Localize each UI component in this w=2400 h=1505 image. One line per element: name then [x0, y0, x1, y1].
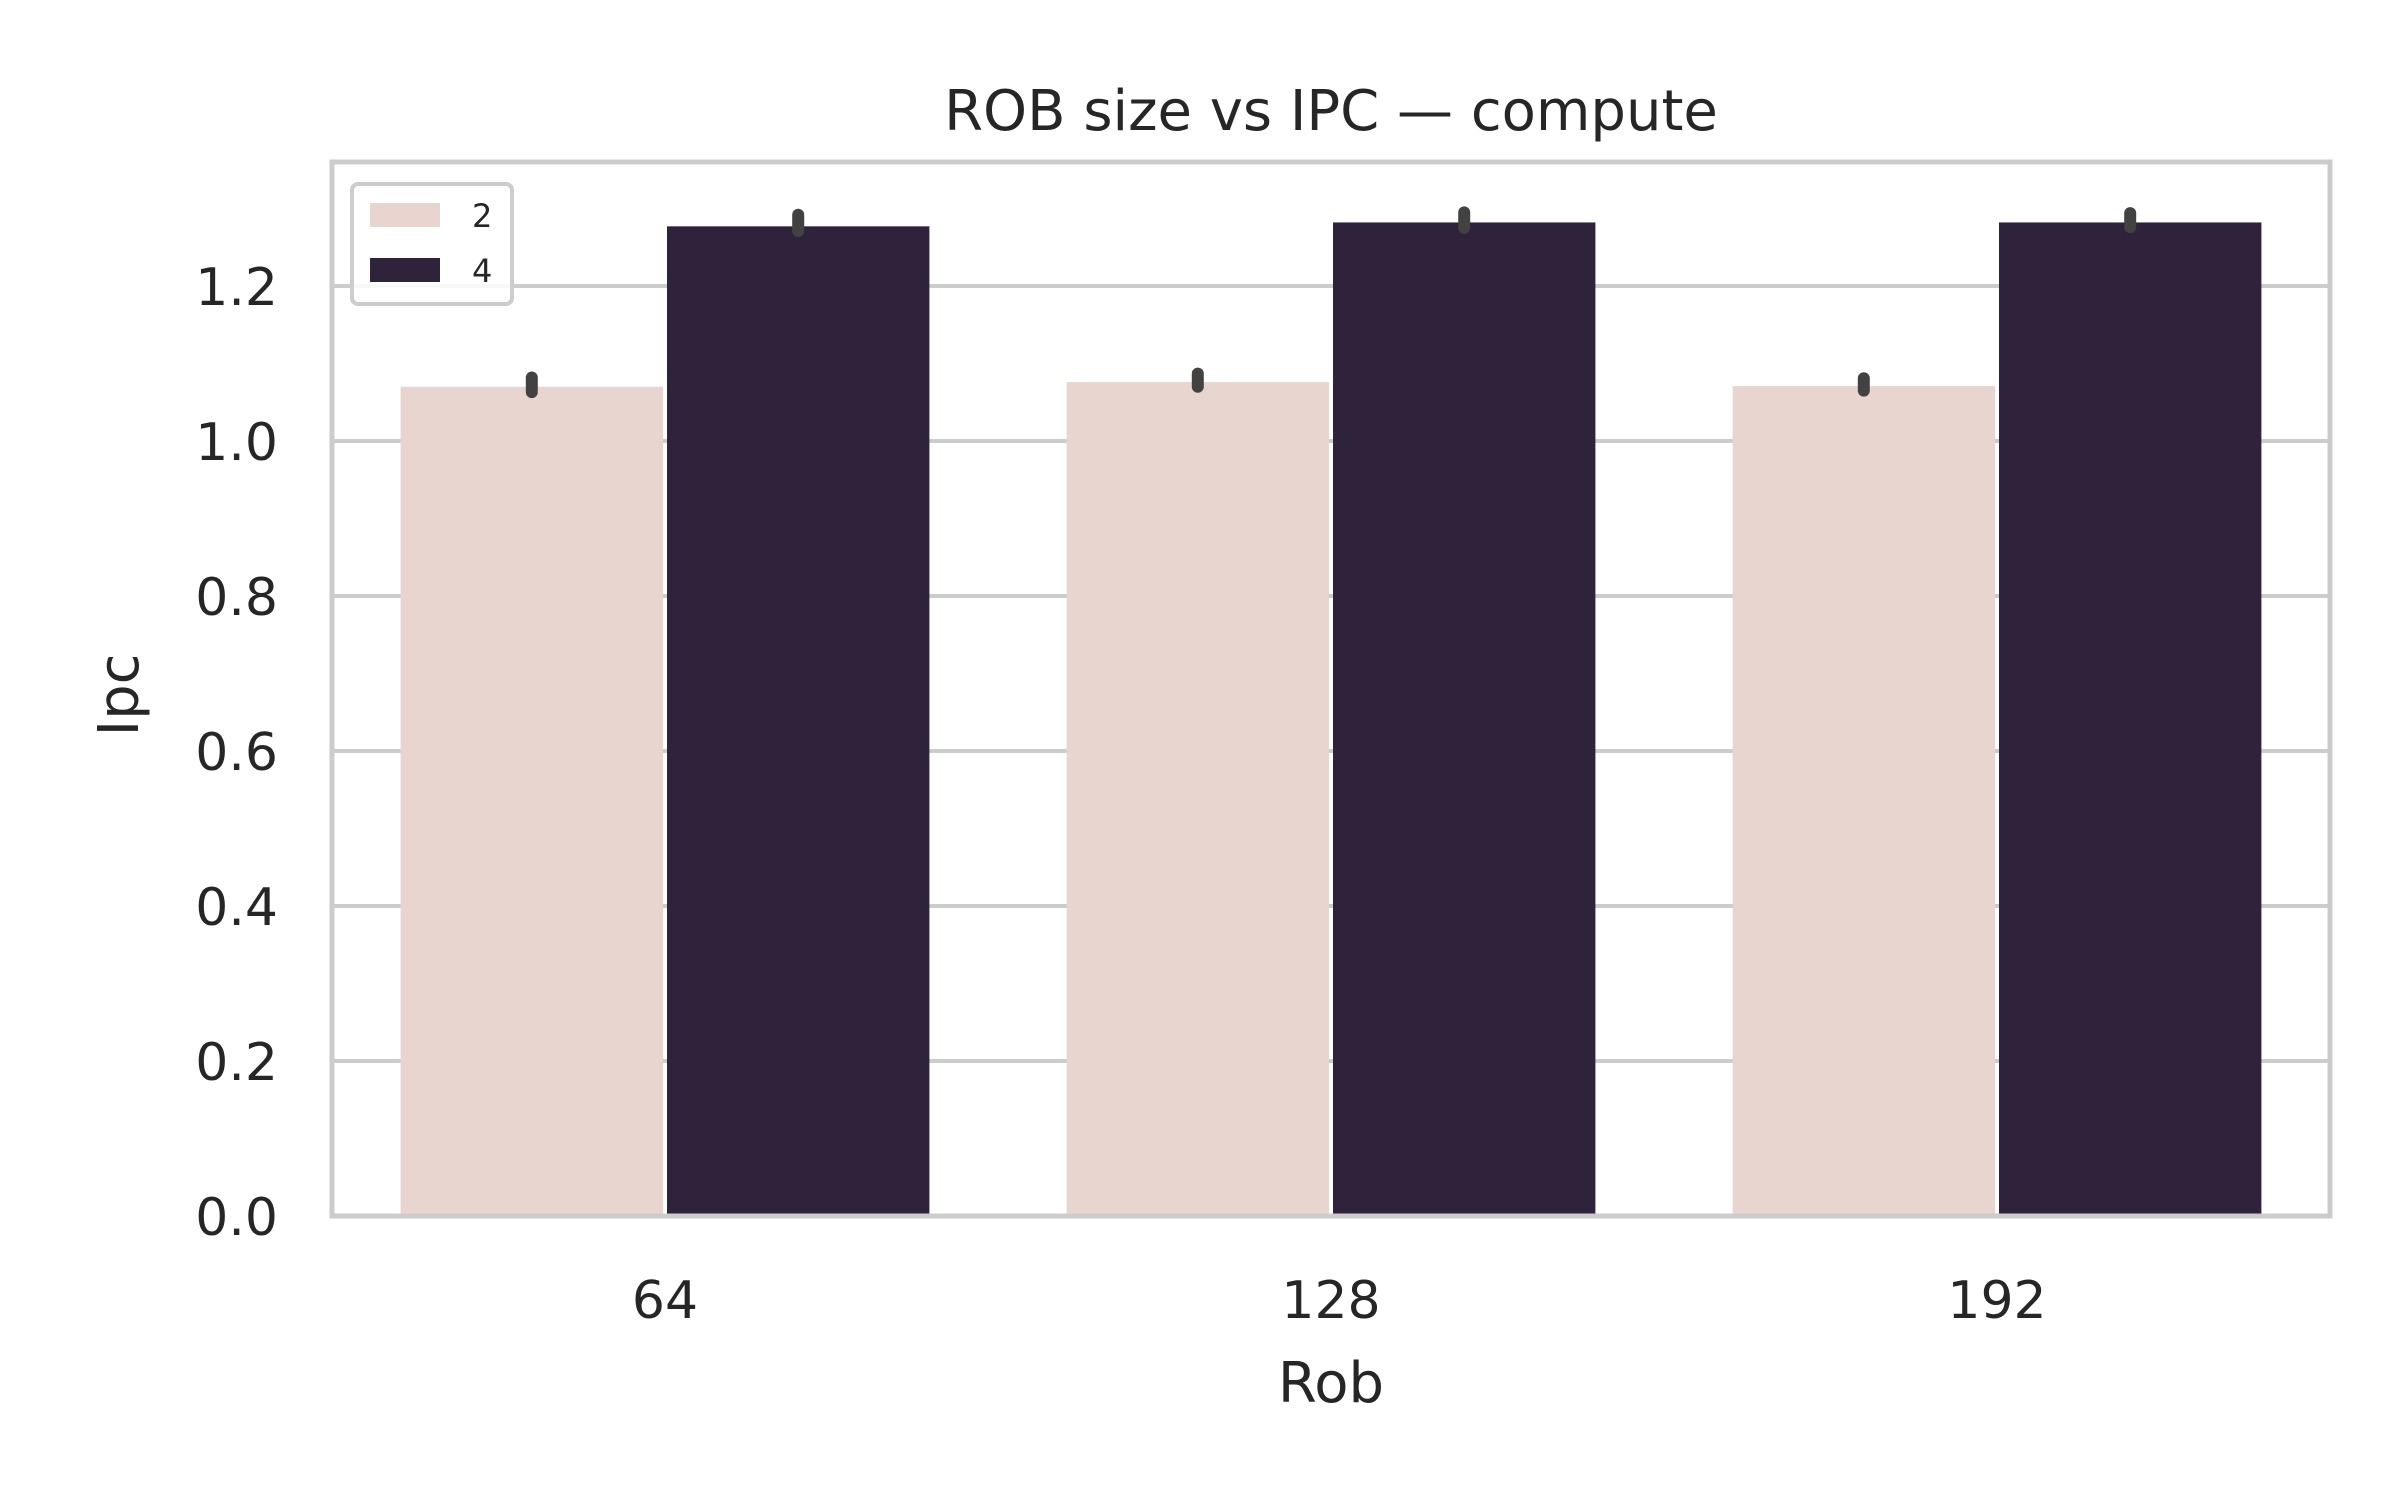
- bar-series-2-128: [1066, 382, 1329, 1217]
- chart-title: ROB size vs IPC — compute: [944, 79, 1718, 144]
- y-tick-label: 0.0: [195, 1188, 278, 1248]
- x-tick-label: 64: [632, 1271, 698, 1331]
- bars: [400, 222, 2262, 1217]
- bar-series-2-192: [1732, 385, 1995, 1217]
- y-tick-label: 1.2: [195, 258, 278, 318]
- y-tick-label: 1.0: [195, 413, 278, 473]
- y-tick-labels: 0.0 0.2 0.4 0.6 0.8 1.0 1.2: [195, 258, 278, 1248]
- x-tick-label: 128: [1281, 1271, 1380, 1331]
- error-bars: [525, 206, 2137, 399]
- y-tick-label: 0.6: [195, 723, 278, 783]
- bar-series-4-192: [1999, 222, 2262, 1216]
- legend-swatch: [370, 258, 440, 282]
- y-tick-label: 0.4: [195, 878, 278, 938]
- y-tick-label: 0.2: [195, 1033, 278, 1093]
- y-tick-label: 0.8: [195, 568, 278, 628]
- plot-frame: [329, 159, 2333, 1219]
- bar-series-4-128: [1333, 222, 1596, 1216]
- x-tick-labels: 64 128 192: [632, 1271, 2047, 1331]
- legend-label: 2: [472, 197, 492, 235]
- legend-label: 4: [472, 252, 492, 290]
- legend: 24: [350, 182, 514, 306]
- x-tick-label: 192: [1947, 1271, 2046, 1331]
- x-axis-label: Rob: [1278, 1351, 1384, 1416]
- bar-series-4-64: [667, 226, 930, 1216]
- bar-series-2-64: [400, 386, 663, 1216]
- y-axis-label: Ipc: [87, 654, 152, 737]
- legend-swatch: [370, 203, 440, 227]
